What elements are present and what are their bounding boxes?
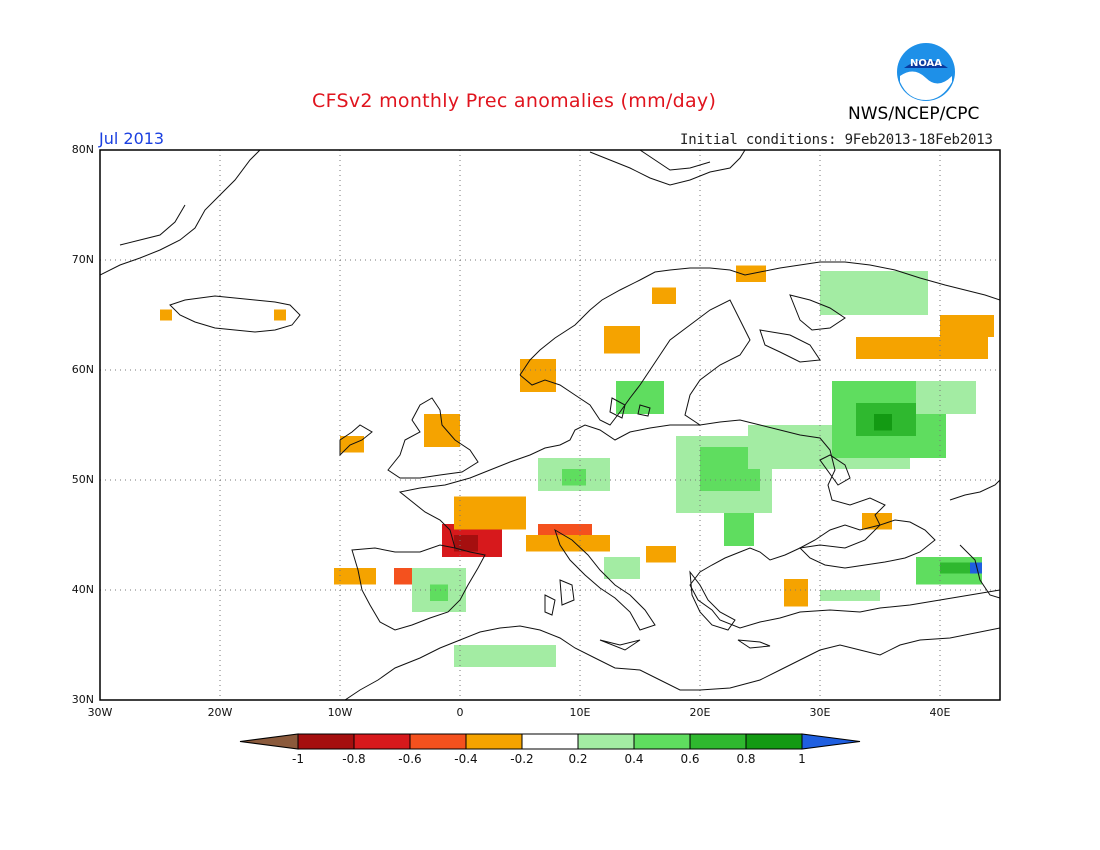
colorbar-high-arrow bbox=[801, 733, 861, 750]
colorbar-swatch bbox=[353, 733, 411, 750]
initial-conditions: Initial conditions: 9Feb2013-18Feb2013 bbox=[680, 132, 993, 148]
lon-label: 40E bbox=[929, 706, 951, 719]
anomaly-cell bbox=[562, 469, 586, 486]
lon-label: 20E bbox=[689, 706, 711, 719]
lon-label: 0 bbox=[456, 706, 464, 719]
map-title: CFSv2 monthly Prec anomalies (mm/day) bbox=[312, 90, 717, 112]
coastlines bbox=[100, 150, 1000, 700]
agency-label: NWS/NCEP/CPC bbox=[848, 104, 980, 124]
colorbar-tick-label: -0.2 bbox=[510, 752, 534, 766]
anomaly-cell bbox=[874, 414, 892, 431]
colorbar-tick-label: 0.2 bbox=[568, 752, 588, 766]
lon-label: 30W bbox=[87, 706, 113, 719]
colorbar-swatch bbox=[745, 733, 803, 750]
anomaly-cell bbox=[454, 645, 556, 667]
anomaly-cell bbox=[652, 287, 676, 304]
anomaly-cell bbox=[604, 557, 640, 579]
anomaly-cell bbox=[334, 568, 376, 585]
colorbar-swatch bbox=[689, 733, 747, 750]
lat-label: 80N bbox=[71, 143, 94, 156]
noaa-logo-text: NOAA bbox=[910, 58, 942, 69]
anomaly-cell bbox=[820, 590, 880, 601]
anomaly-layer bbox=[160, 265, 994, 667]
colorbar-swatch bbox=[297, 733, 355, 750]
anomaly-cell bbox=[916, 381, 976, 414]
anomaly-cell bbox=[820, 271, 928, 315]
anomaly-cell bbox=[274, 309, 286, 321]
lat-label: 50N bbox=[71, 473, 94, 486]
anomaly-cell bbox=[616, 381, 664, 414]
colorbar-tick-label: 0.8 bbox=[736, 752, 756, 766]
lon-label: 10W bbox=[327, 706, 353, 719]
lat-label: 40N bbox=[71, 583, 94, 596]
colorbar-swatch bbox=[409, 733, 467, 750]
lat-label: 30N bbox=[71, 693, 94, 706]
colorbar-swatch bbox=[521, 733, 579, 750]
lon-label: 30E bbox=[809, 706, 831, 719]
anomaly-cell bbox=[526, 535, 610, 552]
lat-label: 60N bbox=[71, 363, 94, 376]
anomaly-cell bbox=[604, 326, 640, 354]
anomaly-cell bbox=[856, 337, 988, 359]
anomaly-cell bbox=[424, 414, 460, 447]
colorbar-tick-label: -0.4 bbox=[454, 752, 478, 766]
colorbar bbox=[239, 733, 861, 750]
anomaly-cell bbox=[160, 309, 172, 321]
colorbar-swatch bbox=[633, 733, 691, 750]
lon-label: 20W bbox=[207, 706, 233, 719]
anomaly-cell bbox=[454, 535, 478, 552]
colorbar-swatch bbox=[577, 733, 635, 750]
anomaly-cell bbox=[970, 562, 982, 574]
anomaly-cell bbox=[454, 496, 526, 530]
anomaly-cell bbox=[646, 546, 676, 563]
colorbar-low-arrow bbox=[239, 733, 299, 750]
colorbar-tick-label: 1 bbox=[798, 752, 806, 766]
anomaly-cell bbox=[940, 315, 994, 337]
anomaly-cell bbox=[784, 579, 808, 607]
noaa-logo: NOAA bbox=[897, 43, 955, 101]
colorbar-tick-label: -0.6 bbox=[398, 752, 422, 766]
anomaly-cell bbox=[430, 584, 448, 601]
colorbar-tick-label: -0.8 bbox=[342, 752, 366, 766]
lon-label: 10E bbox=[569, 706, 591, 719]
colorbar-tick-label: 0.6 bbox=[680, 752, 700, 766]
anomaly-cell bbox=[724, 513, 754, 546]
lat-label: 70N bbox=[71, 253, 94, 266]
colorbar-tick-label: -1 bbox=[292, 752, 304, 766]
colorbar-swatch bbox=[465, 733, 523, 750]
anomaly-cell bbox=[940, 562, 976, 574]
map-frame bbox=[99, 149, 1001, 701]
colorbar-tick-label: 0.4 bbox=[624, 752, 644, 766]
forecast-month: Jul 2013 bbox=[99, 129, 165, 148]
anomaly-cell bbox=[520, 359, 556, 392]
anomaly-cell bbox=[862, 513, 892, 530]
